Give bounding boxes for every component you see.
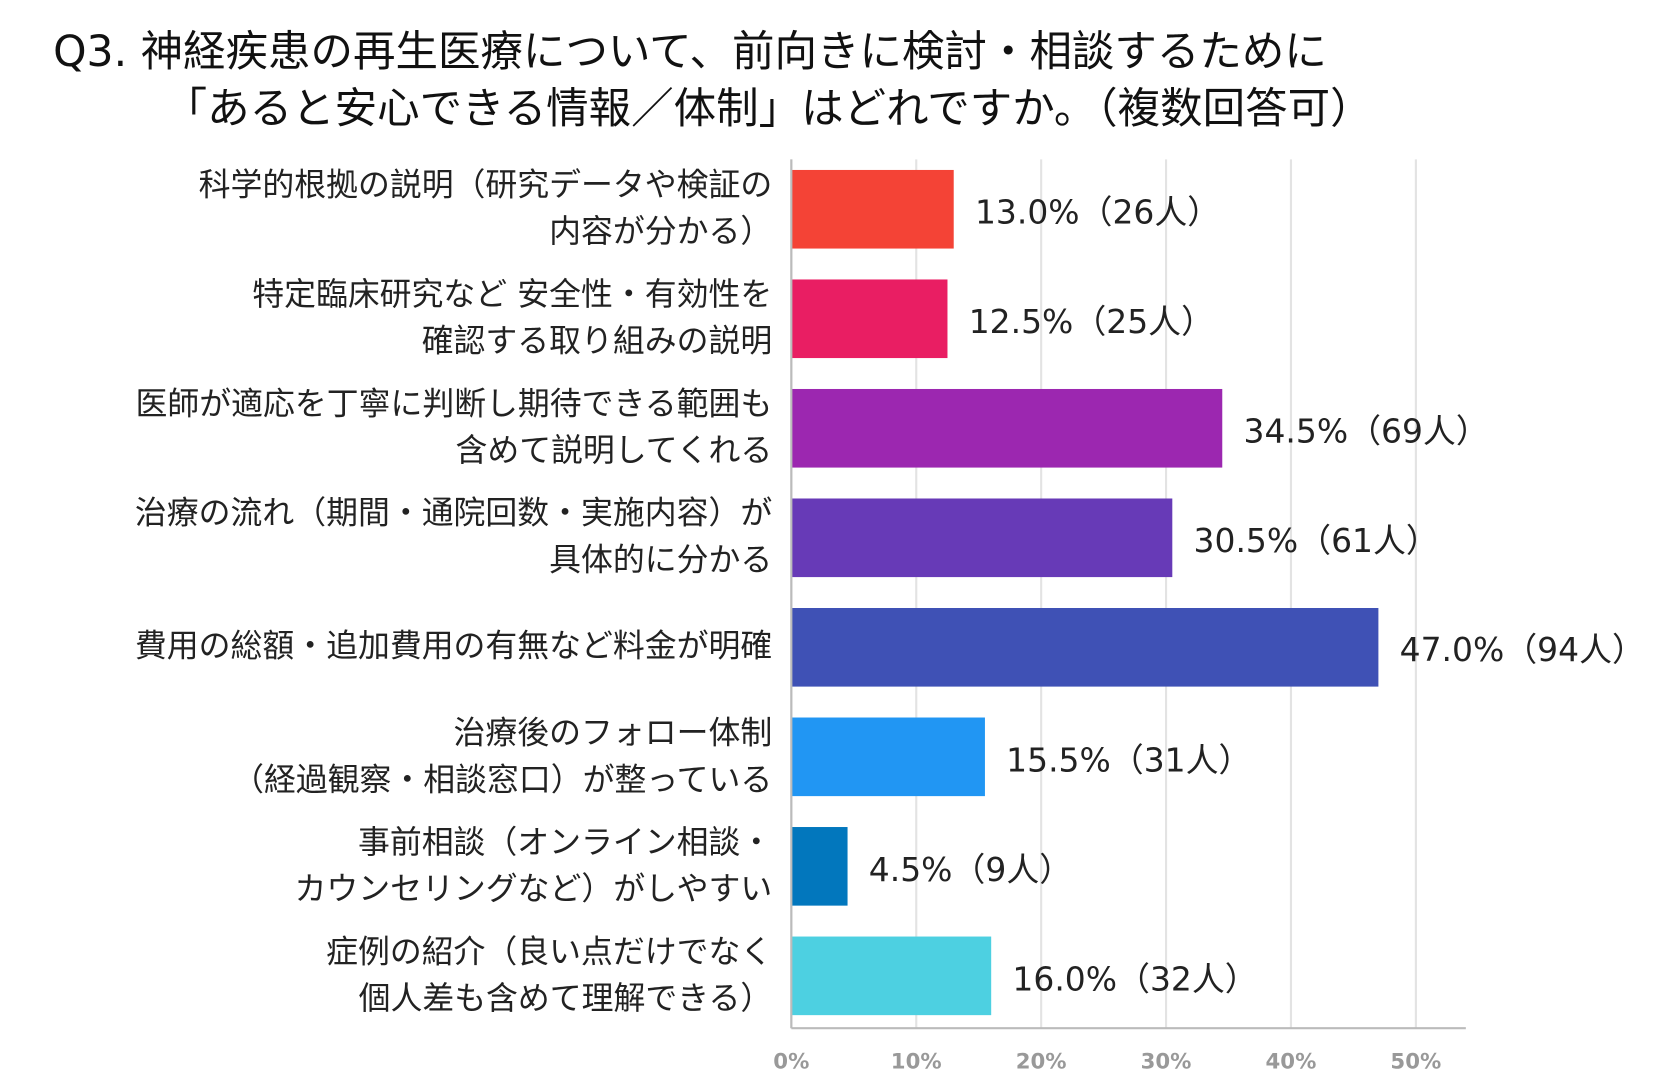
x-tick-label: 10% bbox=[890, 1048, 942, 1074]
bar bbox=[791, 936, 992, 1016]
bar bbox=[791, 279, 948, 359]
value-label: 4.5%（9人） bbox=[868, 850, 1073, 890]
x-tick-label: 20% bbox=[1015, 1048, 1067, 1074]
chart-title: Q3. 神経疾患の再生医療について、前向きに検討・相談するために bbox=[53, 27, 1327, 77]
category-label: 特定臨床研究など 安全性・有効性を 確認する取り組みの説明 bbox=[252, 276, 773, 361]
category-label: 費用の総額・追加費用の有無など料金が明確 bbox=[134, 628, 773, 666]
value-label: 30.5%（61人） bbox=[1193, 522, 1439, 561]
bar bbox=[791, 827, 848, 906]
value-label: 13.0%（26人） bbox=[974, 193, 1221, 233]
x-tick-label: 40% bbox=[1265, 1048, 1317, 1074]
category-label: 症例の紹介（良い点だけでなく 個人差も含めて理解できる） bbox=[326, 933, 773, 1018]
value-label: 16.0%（32人） bbox=[1012, 960, 1258, 999]
x-tick-label: 50% bbox=[1390, 1048, 1442, 1074]
value-label: 12.5%（25人） bbox=[968, 303, 1215, 342]
category-label: 科学的根拠の説明（研究データや検証の 内容が分かる） bbox=[198, 166, 773, 251]
value-label: 15.5%（31人） bbox=[1006, 741, 1252, 780]
category-label: 治療の流れ（期間・通院回数・実施内容）が 具体的に分かる bbox=[134, 495, 773, 580]
bar bbox=[791, 169, 954, 249]
category-label: 医師が適応を丁寧に判断し期待できる範囲も 含めて説明してくれる bbox=[135, 385, 773, 470]
x-tick-label: 0% bbox=[773, 1048, 810, 1074]
category-label: 治療後のフォロー体制 （経過観察・相談窓口）が整っている bbox=[232, 714, 773, 799]
chart-title: 「あると安心できる情報／体制」はどれですか。（複数回答可） bbox=[164, 84, 1373, 134]
value-label: 34.5%（69人） bbox=[1243, 412, 1489, 452]
x-tick-label: 30% bbox=[1140, 1048, 1192, 1074]
bar bbox=[791, 608, 1379, 687]
value-label: 47.0%（94人） bbox=[1399, 631, 1645, 671]
bar bbox=[791, 717, 985, 797]
bar bbox=[791, 388, 1223, 468]
bar bbox=[791, 498, 1173, 578]
category-label: 事前相談（オンライン相談・ カウンセリングなど）がしやすい bbox=[294, 823, 773, 908]
